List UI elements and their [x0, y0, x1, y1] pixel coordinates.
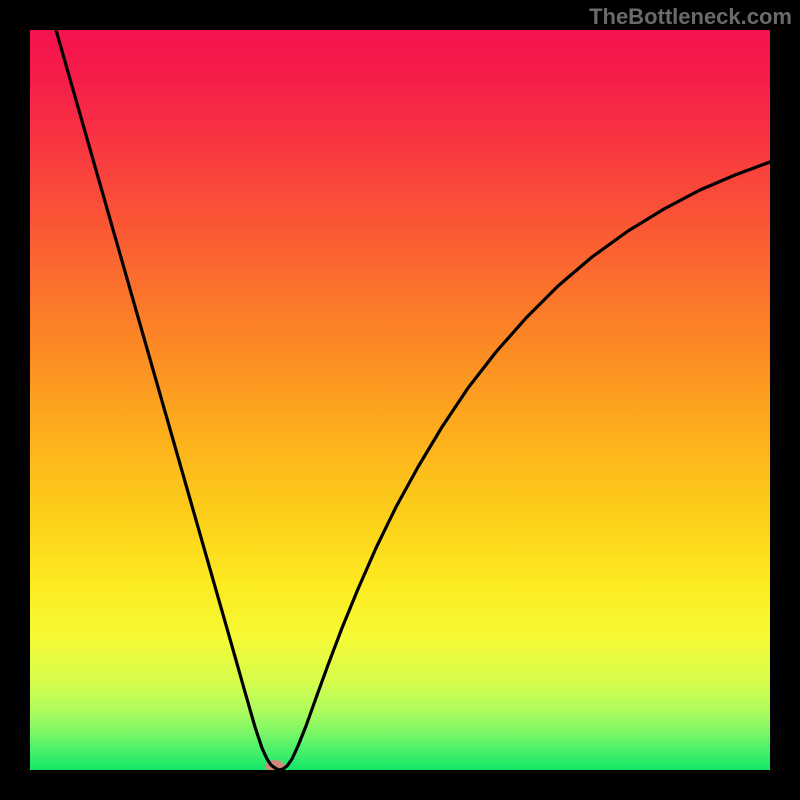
plot-area [30, 30, 770, 770]
chart-svg [30, 30, 770, 770]
watermark-text: TheBottleneck.com [589, 4, 792, 30]
gradient-background [30, 30, 770, 770]
chart-frame: TheBottleneck.com [0, 0, 800, 800]
